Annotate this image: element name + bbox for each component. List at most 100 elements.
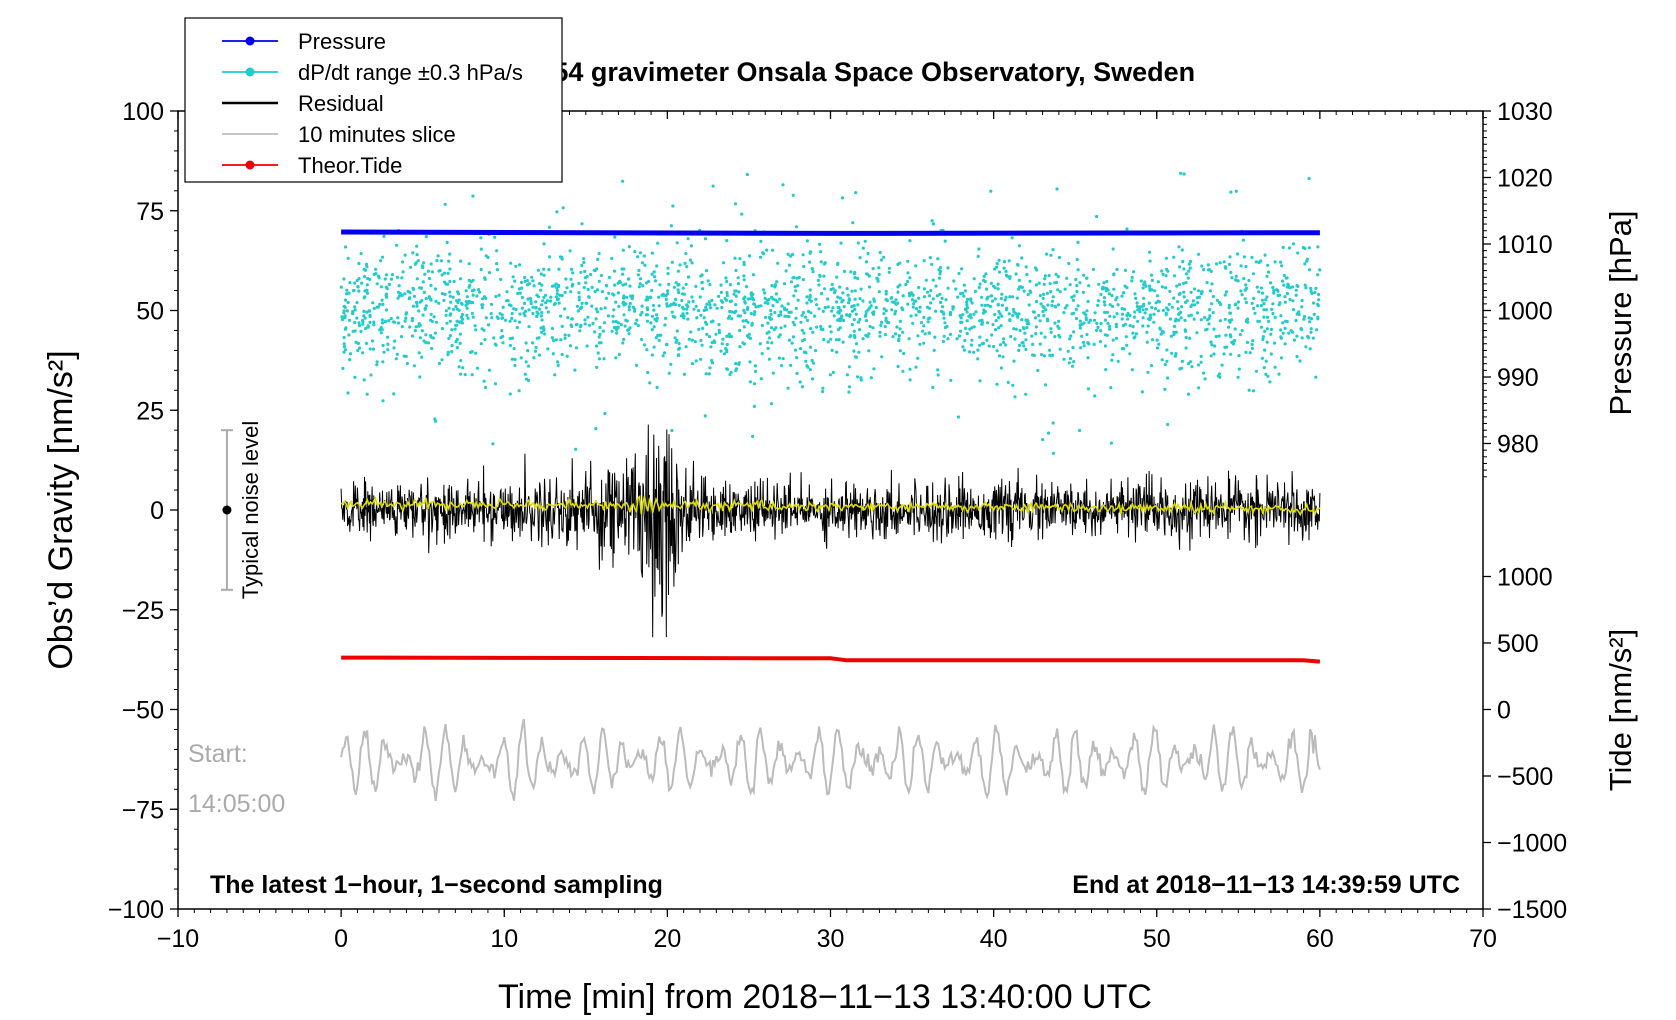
dpdt-point xyxy=(1288,286,1292,290)
dpdt-point xyxy=(1291,330,1295,334)
dpdt-point xyxy=(448,279,452,284)
dpdt-point xyxy=(1307,316,1311,320)
dpdt-point xyxy=(1007,259,1011,263)
dpdt-point xyxy=(763,315,768,319)
dpdt-point xyxy=(357,346,362,350)
dpdt-point xyxy=(1085,309,1089,313)
dpdt-point xyxy=(784,269,788,273)
dpdt-point xyxy=(837,338,841,342)
dpdt-point xyxy=(1013,395,1017,399)
dpdt-point xyxy=(400,293,404,297)
dpdt-point xyxy=(415,277,419,281)
dpdt-point xyxy=(1240,329,1244,333)
dpdt-point xyxy=(704,307,709,312)
dpdt-point xyxy=(1047,348,1052,352)
dpdt-point xyxy=(1013,337,1017,341)
dpdt-point xyxy=(1302,314,1307,319)
y-tick-label: −75 xyxy=(122,796,164,824)
dpdt-point xyxy=(547,225,552,229)
dpdt-point xyxy=(1177,292,1181,296)
dpdt-point xyxy=(501,316,505,320)
dpdt-point xyxy=(595,310,600,314)
dpdt-point xyxy=(539,303,544,307)
dpdt-point xyxy=(420,329,424,333)
dpdt-point xyxy=(798,380,802,384)
dpdt-point xyxy=(1260,356,1264,360)
dpdt-point xyxy=(693,340,697,344)
dpdt-point xyxy=(361,322,365,326)
dpdt-point xyxy=(1244,350,1248,354)
dpdt-point xyxy=(443,280,447,284)
dpdt-point xyxy=(1131,331,1135,335)
dpdt-point xyxy=(433,331,437,335)
dpdt-point xyxy=(690,362,695,366)
dpdt-point xyxy=(717,323,721,327)
dpdt-point xyxy=(676,288,680,292)
dpdt-point xyxy=(477,288,481,292)
dpdt-point xyxy=(833,289,837,293)
dpdt-point xyxy=(459,259,463,263)
dpdt-point xyxy=(1130,368,1134,372)
pressure-line xyxy=(341,229,1320,236)
pressure-tick-label: 1020 xyxy=(1497,165,1553,193)
dpdt-point xyxy=(914,264,918,268)
dpdt-point xyxy=(380,327,384,332)
dpdt-point xyxy=(544,301,548,305)
dpdt-point xyxy=(1305,259,1309,263)
dpdt-point xyxy=(450,343,454,348)
dpdt-point xyxy=(965,331,969,336)
dpdt-point xyxy=(766,301,770,306)
dpdt-point xyxy=(540,330,544,334)
dpdt-point xyxy=(884,297,888,302)
dpdt-point xyxy=(771,371,775,375)
dpdt-point xyxy=(705,302,709,306)
dpdt-point xyxy=(1187,269,1191,273)
pressure-tick-label: 980 xyxy=(1497,431,1539,459)
dpdt-point xyxy=(481,303,485,307)
dpdt-point xyxy=(791,320,795,324)
dpdt-point xyxy=(1189,290,1193,294)
dpdt-point xyxy=(603,306,607,310)
dpdt-point xyxy=(1042,292,1046,296)
dpdt-point xyxy=(343,245,348,249)
dpdt-point xyxy=(918,305,922,309)
dpdt-point xyxy=(965,300,969,304)
dpdt-point xyxy=(1173,354,1177,358)
dpdt-point xyxy=(841,298,845,302)
dpdt-point xyxy=(508,392,512,396)
dpdt-point xyxy=(1069,334,1073,338)
dpdt-point xyxy=(1228,311,1232,315)
dpdt-point xyxy=(1270,307,1274,311)
dpdt-point xyxy=(767,297,771,302)
dpdt-point xyxy=(1028,289,1032,293)
dpdt-point xyxy=(1254,260,1258,264)
dpdt-point xyxy=(770,284,774,288)
dpdt-point xyxy=(639,313,643,317)
dpdt-point xyxy=(617,352,621,356)
dpdt-point xyxy=(1251,339,1255,343)
dpdt-point xyxy=(908,367,912,371)
dpdt-point xyxy=(769,309,773,313)
dpdt-point xyxy=(471,300,475,305)
dpdt-point xyxy=(856,241,860,245)
dpdt-point xyxy=(792,323,797,327)
dpdt-point xyxy=(522,311,526,315)
dpdt-point xyxy=(1015,296,1019,300)
dpdt-point xyxy=(1246,317,1250,321)
dpdt-point xyxy=(809,311,813,315)
dpdt-point xyxy=(505,290,509,294)
dpdt-point xyxy=(1206,263,1210,267)
dpdt-point xyxy=(880,355,884,359)
dpdt-point xyxy=(1145,340,1149,344)
dpdt-point xyxy=(1152,312,1156,316)
dpdt-point xyxy=(742,308,746,312)
dpdt-point xyxy=(510,316,514,320)
dpdt-point xyxy=(939,300,943,304)
dpdt-point xyxy=(1177,312,1181,316)
dpdt-point xyxy=(1148,288,1152,292)
dpdt-point xyxy=(380,321,385,325)
dpdt-point xyxy=(1057,255,1061,260)
dpdt-point xyxy=(656,333,660,337)
dpdt-point xyxy=(538,281,542,286)
dpdt-point xyxy=(498,312,502,316)
